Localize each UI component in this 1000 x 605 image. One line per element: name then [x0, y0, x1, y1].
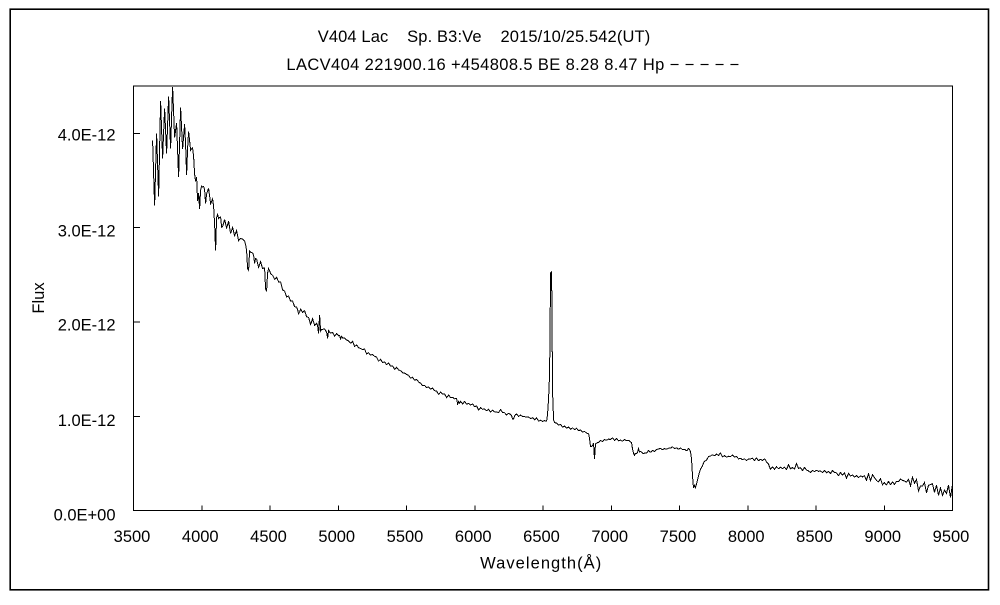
svg-text:V404 Lac Sp. B3:Ve 2015/: V404 Lac Sp. B3:Ve 2015/10/25.542(UT): [318, 28, 651, 46]
svg-text:7000: 7000: [591, 528, 628, 546]
svg-text:8500: 8500: [796, 528, 833, 546]
svg-text:LACV404 221900.16 +454808.5 BE: LACV404 221900.16 +454808.5 BE 8.28 8.47…: [286, 56, 739, 74]
svg-text:3500: 3500: [114, 528, 151, 546]
svg-text:9500: 9500: [933, 528, 970, 546]
svg-text:6000: 6000: [455, 528, 492, 546]
svg-text:7500: 7500: [660, 528, 697, 546]
svg-text:Wavelength(Å): Wavelength(Å): [480, 554, 602, 573]
svg-text:5500: 5500: [387, 528, 424, 546]
svg-text:4.0E-12: 4.0E-12: [58, 126, 116, 144]
svg-text:6500: 6500: [523, 528, 560, 546]
svg-text:4500: 4500: [250, 528, 287, 546]
svg-text:8000: 8000: [728, 528, 765, 546]
svg-text:3.0E-12: 3.0E-12: [58, 222, 116, 240]
svg-text:0.0E+00: 0.0E+00: [54, 506, 116, 524]
svg-text:9000: 9000: [864, 528, 901, 546]
svg-text:1.0E-12: 1.0E-12: [58, 412, 116, 430]
svg-text:Flux: Flux: [30, 282, 48, 314]
svg-text:5000: 5000: [318, 528, 355, 546]
svg-text:2.0E-12: 2.0E-12: [58, 316, 116, 334]
svg-text:4000: 4000: [182, 528, 219, 546]
